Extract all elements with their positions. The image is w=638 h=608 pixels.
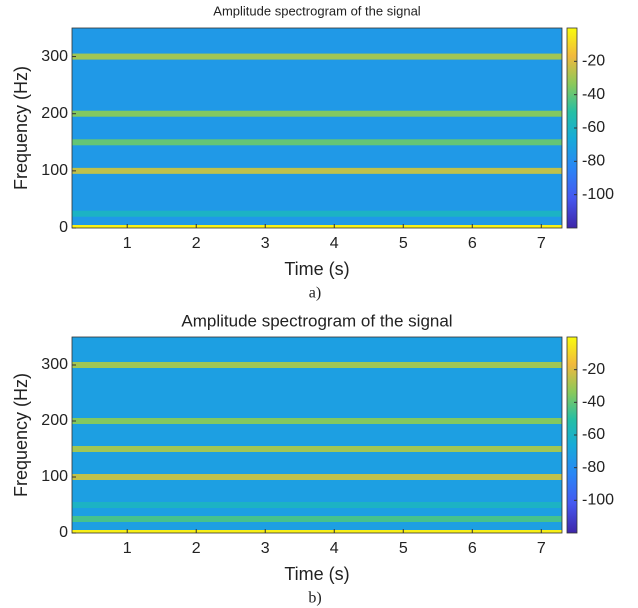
caption: b) bbox=[308, 590, 321, 607]
harmonic-band bbox=[72, 225, 562, 228]
harmonic-band bbox=[72, 110, 562, 117]
x-tick-label: 2 bbox=[192, 235, 201, 252]
colorbar-tick-label: -40 bbox=[582, 394, 605, 411]
colorbar-tick-label: -100 bbox=[582, 186, 614, 203]
x-tick-label: 3 bbox=[261, 540, 270, 557]
x-tick-label: 1 bbox=[123, 235, 132, 252]
harmonic-band bbox=[72, 167, 562, 174]
harmonic-band bbox=[72, 530, 562, 533]
x-tick-label: 6 bbox=[468, 235, 477, 252]
x-axis-label: Time (s) bbox=[284, 259, 349, 279]
y-tick-label: 100 bbox=[41, 162, 68, 179]
x-tick-label: 7 bbox=[537, 540, 546, 557]
x-axis-label: Time (s) bbox=[284, 564, 349, 584]
plot-frame bbox=[71, 336, 563, 534]
harmonic-band bbox=[72, 474, 562, 480]
harmonic-band bbox=[72, 502, 562, 508]
y-tick-label: 200 bbox=[41, 105, 68, 122]
colorbar-tick-label: -20 bbox=[582, 361, 605, 378]
x-tick-label: 1 bbox=[123, 540, 132, 557]
colorbar-tick-label: -40 bbox=[582, 86, 605, 103]
colorbar-tick-label: -60 bbox=[582, 426, 605, 443]
y-axis-label: Frequency (Hz) bbox=[11, 66, 31, 190]
chart-title: Amplitude spectrogram of the signal bbox=[181, 311, 452, 330]
plot-frame bbox=[71, 27, 563, 229]
y-tick-label: 0 bbox=[59, 524, 68, 541]
chart-title: Amplitude spectrogram of the signal bbox=[213, 3, 420, 18]
harmonic-band bbox=[72, 139, 562, 146]
harmonic-band bbox=[72, 362, 562, 368]
y-tick-label: 100 bbox=[41, 468, 68, 485]
colorbar-tick-label: -80 bbox=[582, 153, 605, 170]
harmonic-band bbox=[72, 53, 562, 60]
x-tick-label: 5 bbox=[399, 540, 408, 557]
y-axis-label: Frequency (Hz) bbox=[11, 373, 31, 497]
harmonic-band bbox=[72, 516, 562, 522]
caption: a) bbox=[309, 285, 321, 302]
harmonic-band bbox=[72, 210, 562, 217]
y-tick-label: 300 bbox=[41, 356, 68, 373]
noise-floor bbox=[72, 337, 562, 533]
noise-floor bbox=[72, 28, 562, 228]
colorbar-tick-label: -80 bbox=[582, 459, 605, 476]
colorbar-tick-label: -60 bbox=[582, 119, 605, 136]
harmonic-band bbox=[72, 446, 562, 452]
x-tick-label: 3 bbox=[261, 235, 270, 252]
y-tick-label: 300 bbox=[41, 48, 68, 65]
x-tick-label: 5 bbox=[399, 235, 408, 252]
x-tick-label: 4 bbox=[330, 235, 339, 252]
x-tick-label: 6 bbox=[468, 540, 477, 557]
colorbar-tick-label: -20 bbox=[582, 53, 605, 70]
y-tick-label: 200 bbox=[41, 412, 68, 429]
y-tick-label: 0 bbox=[59, 219, 68, 236]
x-tick-label: 4 bbox=[330, 540, 339, 557]
x-tick-label: 7 bbox=[537, 235, 546, 252]
harmonic-band bbox=[72, 418, 562, 424]
colorbar-tick-label: -100 bbox=[582, 492, 614, 509]
x-tick-label: 2 bbox=[192, 540, 201, 557]
